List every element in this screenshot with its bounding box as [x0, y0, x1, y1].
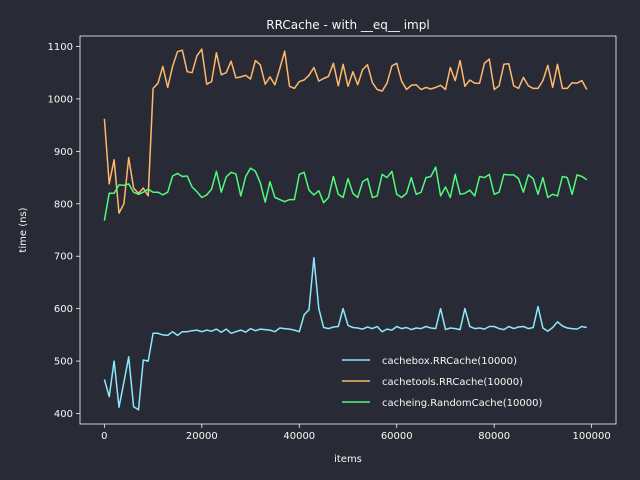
plot-area [103, 48, 588, 411]
x-tick-label-3: 60000 [381, 431, 413, 442]
y-tick-label-0: 400 [54, 409, 73, 420]
y-tick-label-1: 500 [54, 357, 73, 368]
x-tick-label-2: 40000 [283, 431, 315, 442]
axes: 0 20000 40000 60000 80000 100000 400 500 600 700 8… [48, 35, 617, 442]
x-axis-label: items [334, 454, 362, 465]
plot-frame [79, 35, 617, 425]
chart-title: RRCache - with __eq__ impl [266, 18, 429, 32]
x-tick-label-0: 0 [101, 431, 107, 442]
y-tick-label-5: 900 [54, 147, 73, 158]
series-line-2 [103, 166, 588, 221]
series-line-1 [103, 48, 588, 214]
x-tick-label-5: 100000 [573, 431, 611, 442]
y-tick-label-3: 700 [54, 252, 73, 263]
y-tick-label-4: 800 [54, 199, 73, 210]
legend-label-2: cacheing.RandomCache(10000) [382, 398, 542, 409]
x-tick-label-1: 20000 [186, 431, 218, 442]
legend: cachebox.RRCache(10000) cachetools.RRCach… [342, 356, 542, 409]
x-tick-label-4: 80000 [478, 431, 510, 442]
series-line-0 [103, 257, 587, 411]
legend-label-0: cachebox.RRCache(10000) [382, 356, 517, 367]
legend-label-1: cachetools.RRCache(10000) [382, 377, 523, 388]
y-tick-label-6: 1000 [48, 94, 73, 105]
y-tick-label-7: 1100 [48, 42, 73, 53]
y-tick-label-2: 600 [54, 304, 73, 315]
y-axis-label: time (ns) [18, 207, 29, 252]
